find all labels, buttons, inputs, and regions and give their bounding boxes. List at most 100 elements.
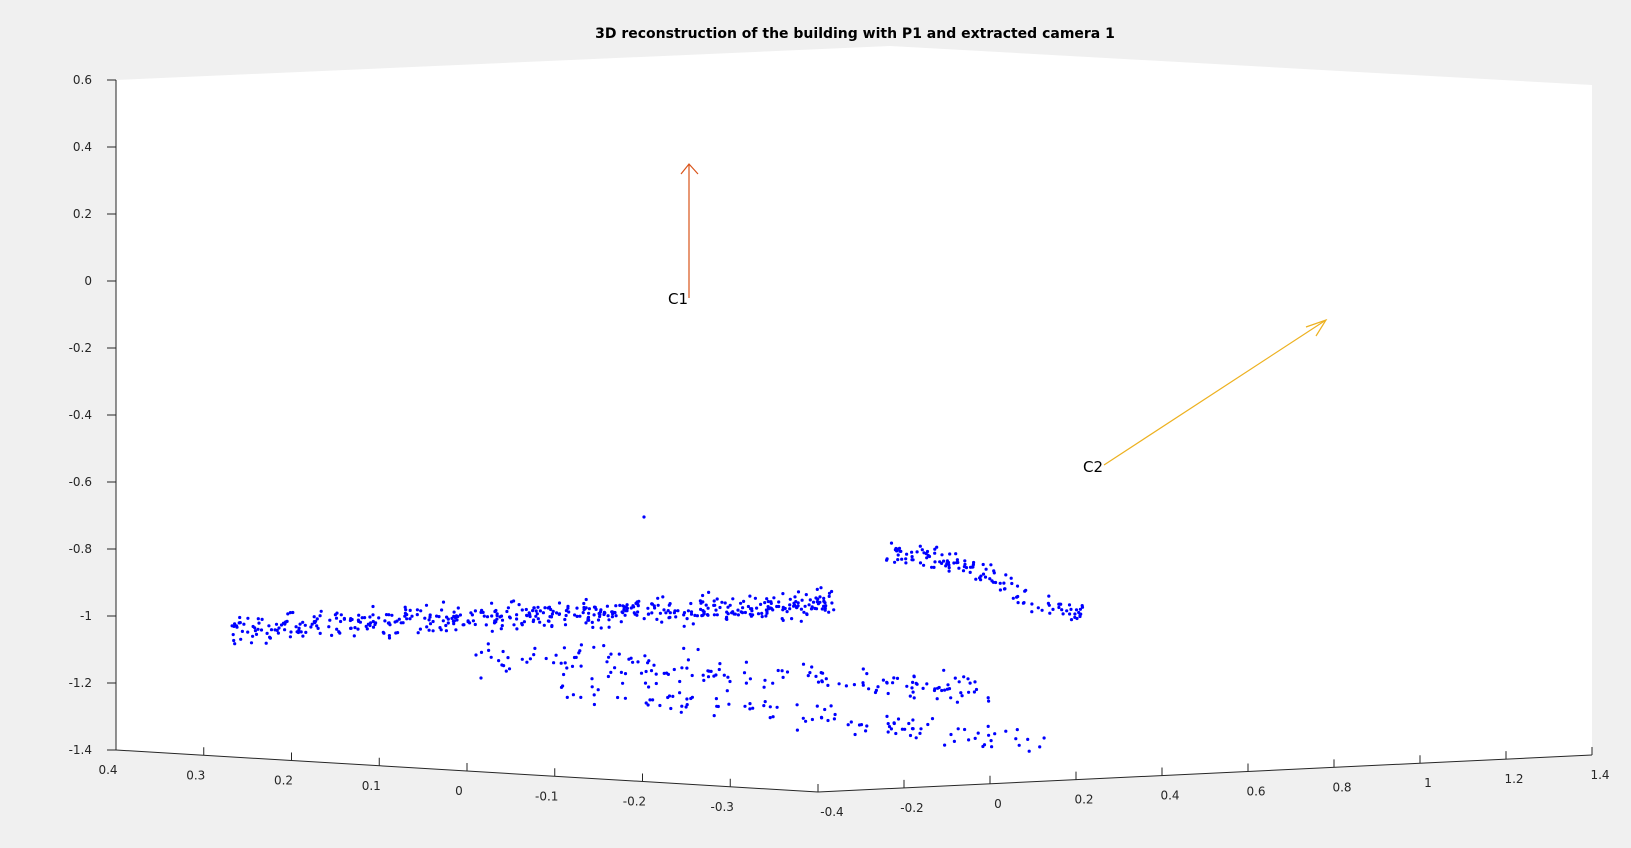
point	[364, 624, 368, 629]
point	[246, 616, 250, 620]
point	[743, 610, 748, 615]
point	[339, 613, 343, 617]
point	[713, 603, 717, 607]
camera-2-arrow-head	[1305, 318, 1328, 337]
point	[992, 569, 996, 573]
point	[1051, 607, 1055, 612]
point	[515, 613, 519, 617]
point	[864, 729, 868, 733]
point	[892, 721, 896, 725]
point	[623, 672, 628, 676]
point	[714, 608, 718, 612]
point	[904, 557, 908, 561]
point	[646, 703, 650, 707]
point	[895, 549, 899, 553]
point	[643, 681, 648, 685]
point	[294, 625, 298, 629]
point	[885, 557, 889, 561]
point	[814, 596, 818, 600]
point	[801, 662, 806, 666]
point	[910, 558, 914, 562]
point	[471, 619, 475, 623]
point	[501, 649, 505, 654]
point	[998, 581, 1002, 585]
point	[783, 606, 787, 611]
point	[618, 603, 622, 608]
point	[642, 617, 646, 621]
point	[736, 613, 741, 617]
point	[689, 610, 694, 614]
point	[748, 702, 752, 706]
point	[636, 604, 640, 608]
point	[504, 669, 508, 673]
point	[955, 558, 960, 562]
point	[384, 613, 389, 617]
point	[299, 630, 303, 634]
point	[563, 661, 567, 665]
point	[824, 677, 828, 681]
point	[952, 561, 956, 565]
point	[905, 552, 909, 556]
point	[976, 731, 980, 735]
point	[802, 610, 806, 614]
point	[614, 614, 618, 618]
point	[277, 626, 281, 630]
point	[1011, 596, 1015, 600]
point	[456, 606, 460, 610]
point	[781, 675, 785, 680]
point	[249, 641, 254, 645]
point	[910, 555, 914, 559]
point	[765, 597, 769, 601]
point	[310, 622, 314, 626]
point	[274, 622, 279, 626]
point	[772, 596, 776, 600]
point	[718, 605, 722, 610]
point	[602, 611, 606, 616]
point	[1004, 573, 1008, 577]
point	[312, 620, 316, 624]
point	[910, 686, 914, 690]
point	[427, 628, 431, 632]
point	[790, 617, 794, 621]
point	[844, 684, 849, 688]
point	[949, 732, 953, 737]
point	[742, 671, 747, 675]
point	[727, 702, 731, 706]
point	[246, 630, 250, 634]
point	[832, 717, 837, 721]
point	[830, 589, 834, 594]
point	[1068, 612, 1072, 616]
point	[892, 676, 896, 680]
point	[896, 717, 901, 721]
point	[651, 698, 655, 702]
point	[1016, 601, 1020, 605]
point	[666, 609, 670, 613]
point	[796, 590, 801, 594]
point	[581, 611, 585, 615]
point	[707, 590, 711, 595]
point	[315, 617, 319, 621]
point	[387, 634, 391, 638]
point	[935, 545, 939, 549]
point	[990, 745, 994, 749]
point	[886, 691, 890, 696]
point	[760, 615, 764, 619]
point	[781, 592, 785, 596]
point	[393, 620, 397, 624]
point	[827, 591, 832, 595]
point	[1030, 602, 1034, 606]
point	[319, 609, 323, 613]
point	[932, 565, 936, 570]
point	[800, 598, 804, 602]
point	[938, 560, 942, 564]
point	[335, 627, 339, 631]
point	[656, 596, 660, 600]
point	[301, 620, 305, 624]
point	[796, 601, 800, 605]
point	[356, 618, 360, 622]
point	[942, 559, 946, 563]
point	[946, 683, 950, 687]
point	[578, 614, 582, 618]
point	[1065, 609, 1069, 613]
point	[573, 613, 577, 617]
